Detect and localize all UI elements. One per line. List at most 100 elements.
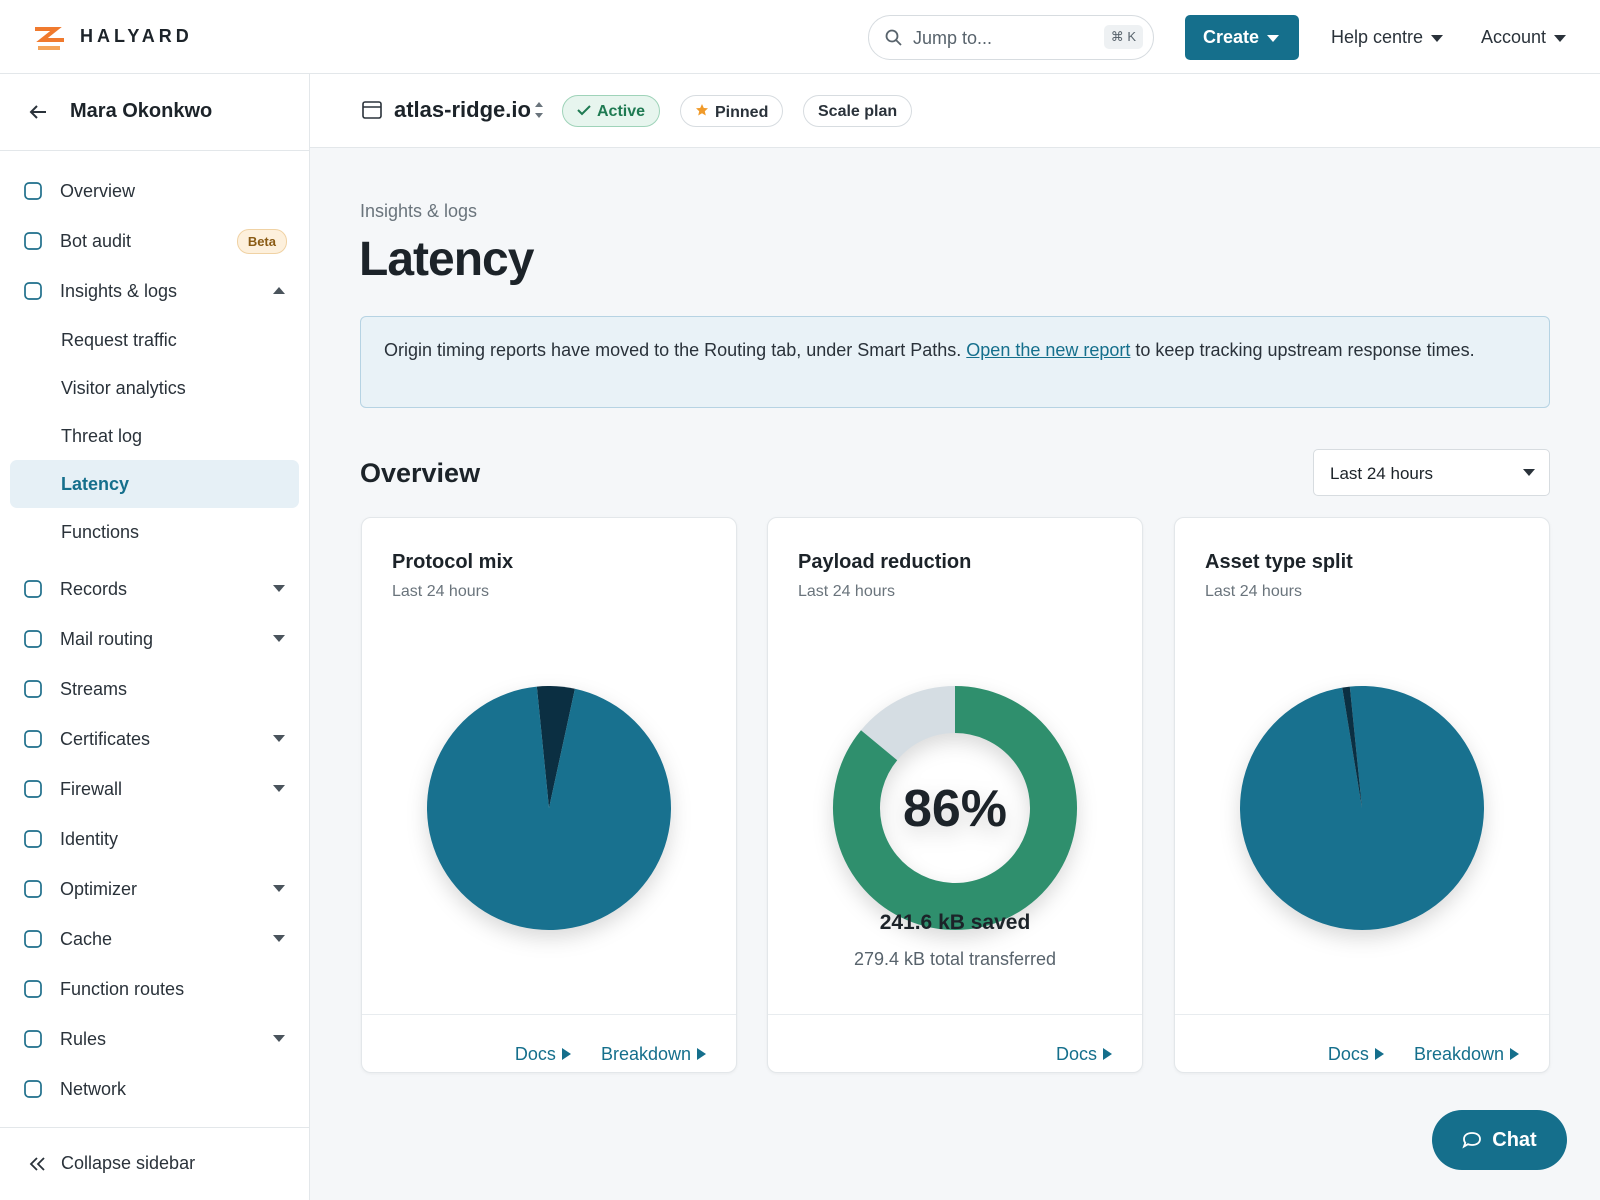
link-label: Breakdown xyxy=(600,1043,691,1064)
card: Payload reduction Last 24 hours 86% 241.6 k… xyxy=(767,517,1143,1073)
icon-shape xyxy=(24,780,42,798)
nav-label: Cache xyxy=(60,928,113,949)
zone-switch[interactable] xyxy=(534,99,544,121)
pinned-pill[interactable]: Pinned xyxy=(680,95,784,127)
arrow-shape xyxy=(1510,1048,1519,1060)
caret xyxy=(1267,35,1280,42)
icon-shape xyxy=(24,930,42,948)
nav-icon xyxy=(24,1080,42,1098)
nav-label: Mail routing xyxy=(60,628,154,649)
nav-item[interactable]: Cache xyxy=(10,914,299,964)
nav-item[interactable]: Network xyxy=(10,1064,299,1114)
nav-icon xyxy=(24,580,42,598)
page-title: Latency xyxy=(359,233,534,286)
nav-item[interactable]: Insights & logs xyxy=(10,266,299,316)
card-link[interactable]: Breakdown xyxy=(1414,1036,1519,1072)
zone-icon xyxy=(362,101,382,119)
icon-shape xyxy=(24,680,42,698)
sub-nav: Request traffic Visitor analytics Threat l… xyxy=(10,316,299,556)
nav-icon xyxy=(24,182,42,200)
check xyxy=(577,105,591,116)
caret xyxy=(273,585,285,592)
help-label: Help centre xyxy=(1331,27,1424,47)
arrow-shape xyxy=(1374,1048,1384,1060)
range-select[interactable]: Last 24 hours xyxy=(1313,449,1550,496)
card-title: Payload reduction xyxy=(798,551,972,573)
nav-item[interactable]: Streams xyxy=(10,664,299,714)
pie-slice xyxy=(426,686,671,930)
link-arrow xyxy=(1103,1048,1112,1060)
notice-link[interactable]: Open the new report xyxy=(966,340,1131,360)
status-pill: Active xyxy=(562,95,661,127)
nav-label: Optimizer xyxy=(60,878,138,899)
nav-label: Rules xyxy=(60,1028,107,1049)
card-subtitle: Last 24 hours xyxy=(798,583,895,600)
nav-item[interactable]: Optimizer xyxy=(10,864,299,914)
nav-item[interactable]: Rules xyxy=(10,1014,299,1064)
nav-icon xyxy=(24,232,42,250)
nav-item[interactable]: Firewall xyxy=(10,764,299,814)
card-link[interactable]: Docs xyxy=(515,1036,571,1072)
search[interactable]: Jump to... ⌘ K xyxy=(868,15,1154,60)
collapse-sidebar[interactable]: Collapse sidebar xyxy=(61,1153,196,1173)
range-label: Last 24 hours xyxy=(1330,464,1434,483)
logo xyxy=(35,27,64,50)
link-arrow xyxy=(697,1048,706,1060)
icon-shape xyxy=(24,232,42,250)
nav: Overview Bot audit Beta Insights & logs Requ… xyxy=(10,166,299,1114)
create-button[interactable]: Create xyxy=(1185,15,1299,60)
search-icon xyxy=(885,29,902,46)
nav-icon xyxy=(24,930,42,948)
arrow-shape xyxy=(697,1048,706,1060)
nav-subitem[interactable]: Threat log xyxy=(61,425,143,446)
help-menu[interactable]: Help centre xyxy=(1331,27,1444,48)
section-title: Overview xyxy=(360,458,481,488)
notice: Origin timing reports have moved to the … xyxy=(360,316,1550,408)
arrow-shape xyxy=(1103,1048,1112,1060)
nav-subitem[interactable]: Latency xyxy=(10,460,299,508)
back-arrow[interactable] xyxy=(28,104,48,120)
card-subtitle: Last 24 hours xyxy=(392,583,489,600)
link-label: Docs xyxy=(1055,1043,1097,1064)
nav-item[interactable]: Function routes xyxy=(10,964,299,1014)
nav-subitem[interactable]: Request traffic xyxy=(61,329,177,350)
shortcut: ⌘ K xyxy=(1103,25,1143,49)
nav-icon xyxy=(24,830,42,848)
caret xyxy=(1431,35,1444,42)
account-menu[interactable]: Account xyxy=(1481,27,1567,48)
nav-item[interactable]: Bot audit Beta xyxy=(10,216,299,266)
card-link[interactable]: Docs xyxy=(1056,1036,1112,1072)
donut-arc xyxy=(833,686,1077,930)
caret-shape xyxy=(273,1035,285,1042)
arrow-shape xyxy=(561,1048,571,1060)
nav-label: Bot audit xyxy=(60,230,132,251)
nav-item[interactable]: Records xyxy=(10,564,299,614)
caret xyxy=(273,635,285,642)
notice-text: to keep tracking upstream response times… xyxy=(1130,340,1475,360)
nav-icon xyxy=(24,730,42,748)
nav-item[interactable]: Certificates xyxy=(10,714,299,764)
top-bar: HALYARD Jump to... ⌘ K Create Help centr… xyxy=(0,0,1600,74)
card-title: Asset type split xyxy=(1205,551,1353,573)
nav-subitem[interactable]: Visitor analytics xyxy=(61,377,186,398)
nav-subitem[interactable]: Functions xyxy=(61,521,140,542)
pie-slice xyxy=(536,686,575,808)
search-placeholder: Jump to... xyxy=(913,28,993,48)
status-label: Active xyxy=(597,103,646,120)
nav-item[interactable]: Identity xyxy=(10,814,299,864)
sidebar: Mara Okonkwo Overview Bot audit Beta Insigh… xyxy=(0,74,310,1200)
caret-shape xyxy=(273,287,285,294)
card-link[interactable]: Breakdown xyxy=(601,1036,706,1072)
nav-icon xyxy=(24,1030,42,1048)
chat-button[interactable]: Chat xyxy=(1432,1110,1567,1170)
nav-item[interactable]: Mail routing xyxy=(10,614,299,664)
icon-shape xyxy=(24,830,42,848)
breadcrumb[interactable]: Insights & logs xyxy=(360,201,478,221)
zone-name[interactable]: atlas-ridge.io xyxy=(394,97,531,122)
caret xyxy=(273,1035,285,1042)
nav-item[interactable]: Overview xyxy=(10,166,299,216)
caret xyxy=(1523,469,1535,476)
caret-shape xyxy=(273,785,285,792)
card-link[interactable]: Docs xyxy=(1328,1036,1384,1072)
icon-shape xyxy=(24,1030,42,1048)
